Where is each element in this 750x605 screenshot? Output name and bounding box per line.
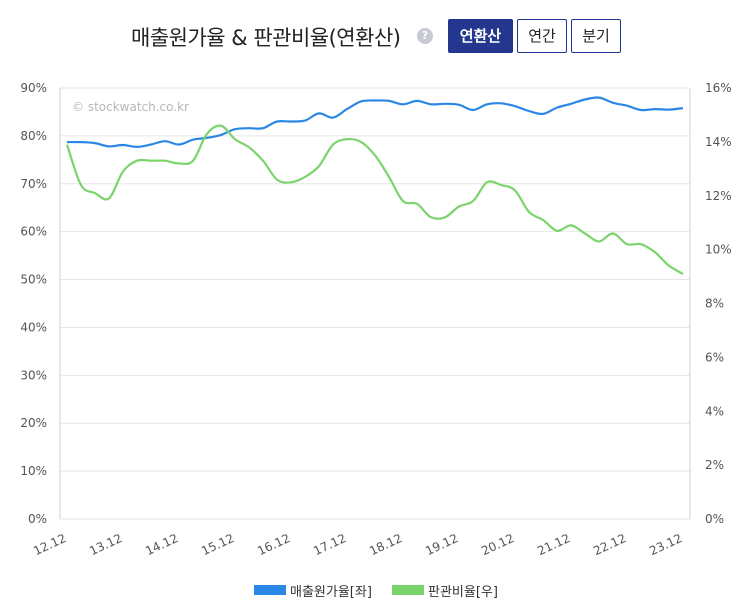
x-tick-label: 12.12	[31, 531, 68, 558]
yearly-button[interactable]: 연간	[517, 19, 567, 53]
series-line-cost-ratio	[66, 96, 684, 149]
chart-legend: 매출원가율[좌] 판관비율[우]	[0, 582, 750, 600]
right-tick-label: 2%	[705, 458, 724, 472]
grid-lines	[59, 87, 691, 520]
left-tick-label: 50%	[20, 273, 47, 287]
legend-swatch-sga-ratio	[392, 585, 424, 595]
right-tick-label: 8%	[705, 297, 724, 311]
left-tick-label: 60%	[20, 225, 47, 239]
line-chart: 0% 10% 20% 30% 40% 50% 60% 70% 80% 90% 0% 2% 4% 6% 8%…	[20, 81, 732, 558]
chart-area: 0% 10% 20% 30% 40% 50% 60% 70% 80% 90% 0% 2% 4% 6% 8%…	[0, 70, 750, 570]
right-tick-label: 14%	[705, 135, 732, 149]
left-tick-label: 30%	[20, 368, 47, 382]
right-tick-label: 12%	[705, 189, 732, 203]
x-tick-label: 17.12	[311, 531, 348, 558]
chart-title: 매출원가율 & 판관비율(연환산)	[131, 26, 401, 50]
x-tick-label: 20.12	[479, 531, 516, 558]
help-icon[interactable]: ?	[417, 28, 433, 44]
legend-label-sga-ratio: 판관비율[우]	[428, 584, 498, 600]
right-tick-label: 4%	[705, 404, 724, 418]
x-tick-label: 22.12	[591, 531, 628, 558]
x-tick-label: 13.12	[87, 531, 124, 558]
x-tick-label: 23.12	[647, 531, 684, 558]
right-tick-label: 16%	[705, 81, 732, 95]
series-line-sga-ratio	[65, 124, 684, 275]
chart-header: 매출원가율 & 판관비율(연환산) ? 연환산 연간 분기	[0, 18, 750, 58]
legend-item-sga-ratio[interactable]: 판관비율[우]	[392, 582, 498, 600]
right-tick-label: 6%	[705, 350, 724, 364]
annualized-button[interactable]: 연환산	[448, 19, 513, 53]
x-axis-ticks: 12.12 13.12 14.12 15.12 16.12 17.12 18.12 19.12…	[31, 531, 684, 558]
x-tick-label: 16.12	[255, 531, 292, 558]
legend-label-cost-ratio: 매출원가율[좌]	[290, 584, 372, 600]
legend-item-cost-ratio[interactable]: 매출원가율[좌]	[254, 582, 372, 600]
left-axis-ticks: 0% 10% 20% 30% 40% 50% 60% 70% 80% 90%	[20, 81, 47, 526]
left-tick-label: 70%	[20, 177, 47, 191]
right-axis-ticks: 0% 2% 4% 6% 8% 10% 12% 14% 16%	[705, 81, 732, 526]
left-tick-label: 80%	[20, 129, 47, 143]
series-lines	[65, 96, 684, 275]
right-tick-label: 10%	[705, 243, 732, 257]
left-tick-label: 10%	[20, 464, 47, 478]
left-tick-label: 40%	[20, 320, 47, 334]
x-tick-label: 18.12	[367, 531, 404, 558]
left-tick-label: 90%	[20, 81, 47, 95]
legend-swatch-cost-ratio	[254, 585, 286, 595]
watermark: © stockwatch.co.kr	[72, 100, 189, 114]
left-tick-label: 20%	[20, 416, 47, 430]
x-tick-label: 21.12	[535, 531, 572, 558]
right-tick-label: 0%	[705, 512, 724, 526]
quarterly-button[interactable]: 분기	[571, 19, 621, 53]
x-tick-label: 14.12	[143, 531, 180, 558]
x-tick-label: 19.12	[423, 531, 460, 558]
left-tick-label: 0%	[28, 512, 47, 526]
x-tick-label: 15.12	[199, 531, 236, 558]
